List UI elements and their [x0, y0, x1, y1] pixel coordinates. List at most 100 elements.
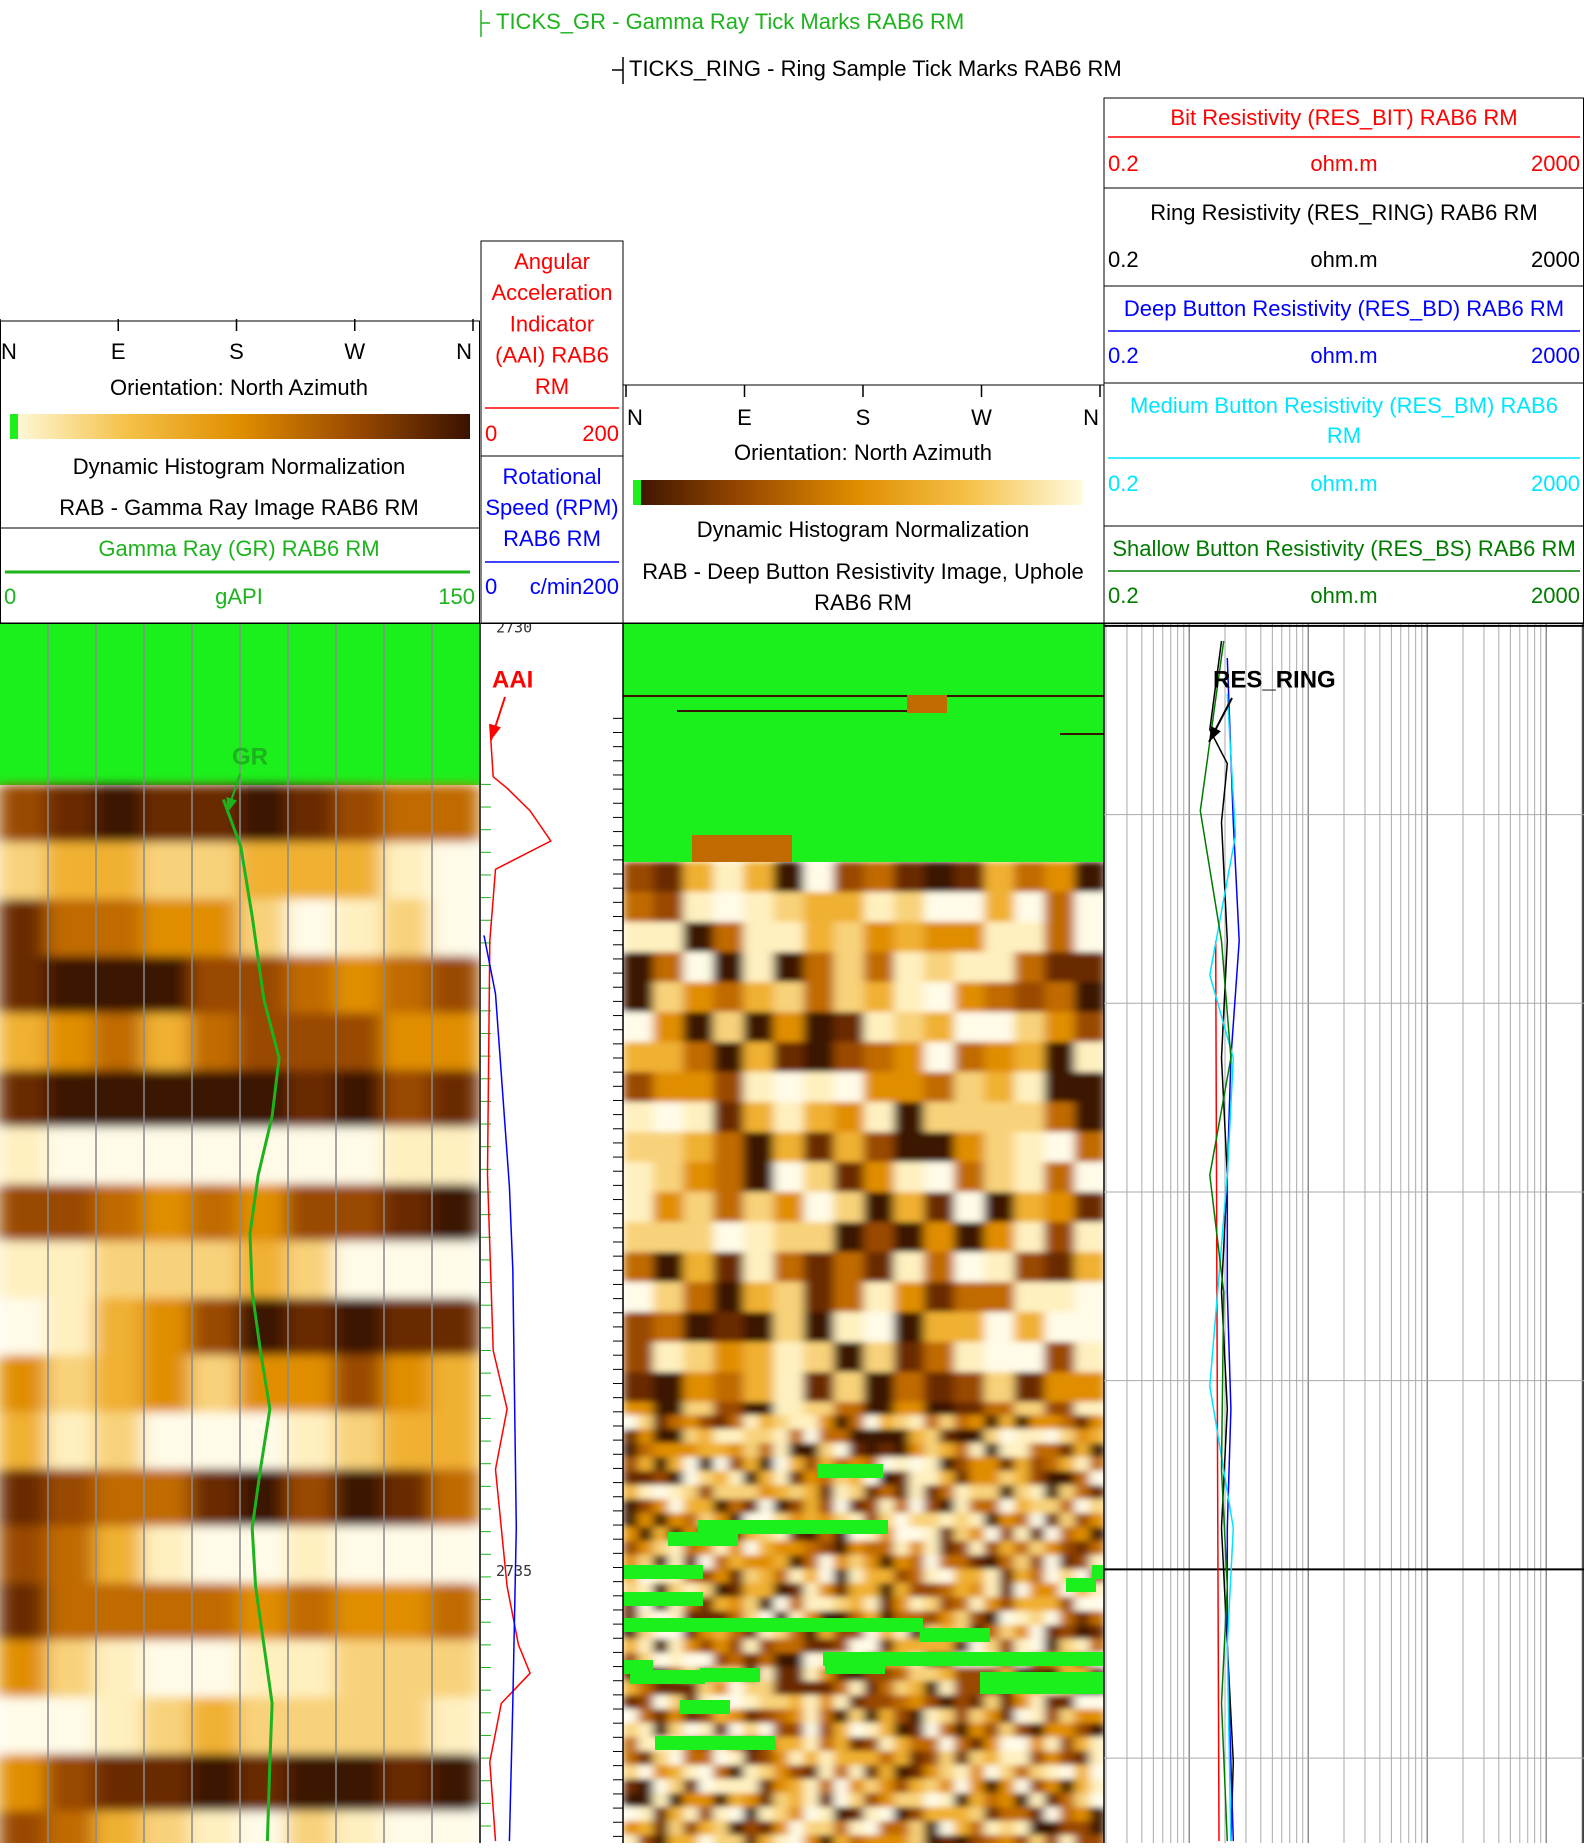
image-cell [833, 892, 865, 923]
image-cell [1014, 1625, 1031, 1640]
image-cell [969, 1555, 986, 1570]
image-cell [713, 1723, 730, 1738]
image-cell [1074, 1042, 1104, 1073]
ticks-gr-title: TICKS_GR - Gamma Ray Tick Marks RAB6 RM [496, 9, 964, 34]
image-cell [999, 1751, 1016, 1766]
scale-unit: ohm.m [1310, 583, 1377, 608]
image-cell [0, 785, 48, 843]
image-cell [238, 1526, 288, 1584]
image-cell [773, 922, 805, 953]
image-cell [803, 952, 835, 983]
image-cell [863, 1102, 895, 1133]
image-cell [1029, 1569, 1046, 1584]
image-cell [939, 1807, 956, 1822]
image-cell [698, 1807, 715, 1822]
image-cell [638, 1709, 655, 1724]
image-cell [1044, 1312, 1076, 1343]
image-cell [46, 1526, 96, 1584]
image-cell [758, 1779, 775, 1794]
image-cell [984, 1282, 1016, 1313]
image-cell [142, 1811, 192, 1843]
image-cell [1074, 1415, 1091, 1430]
image-cell [1014, 1485, 1031, 1500]
image-cell [623, 1457, 639, 1472]
image-cell [803, 1569, 820, 1584]
image-cell [939, 1611, 956, 1626]
image-cell [1059, 1597, 1076, 1612]
image-cell [1029, 1639, 1046, 1654]
image-cell [1029, 1611, 1046, 1626]
curve-annotation: RES_RING [1213, 666, 1336, 693]
image-cell [908, 1835, 925, 1843]
image-cell [638, 1527, 655, 1542]
scale-max: 2000 [1531, 471, 1580, 496]
image-streak [1060, 733, 1104, 735]
image-cell [924, 1527, 940, 1542]
image-cell [382, 1697, 432, 1755]
image-cell [788, 1443, 805, 1458]
image-cell [908, 1821, 925, 1836]
curve-title: Deep Button Resistivity (RES_BD) RAB6 RM [1124, 296, 1564, 321]
image-cell [190, 899, 240, 957]
image-cell [969, 1695, 986, 1710]
image-cell [238, 1811, 288, 1843]
image-cell [728, 1723, 745, 1738]
image-cell [893, 1282, 925, 1313]
image-cell [924, 1192, 955, 1223]
image-cell [1089, 1751, 1104, 1766]
image-cell [728, 1555, 745, 1570]
image-cell [638, 1807, 655, 1822]
image-cell [668, 1807, 685, 1822]
image-cell [683, 1415, 700, 1430]
image-cell [1014, 1569, 1031, 1584]
image-title: RAB6 RM [814, 590, 912, 615]
image-cell [653, 1653, 670, 1668]
image-cell [773, 1252, 805, 1283]
image-cell [142, 1184, 192, 1242]
image-cell [924, 1793, 940, 1808]
image-cell [924, 1485, 940, 1500]
image-cell [743, 1132, 775, 1163]
curve-title: RM [535, 374, 569, 399]
image-cell [698, 1415, 715, 1430]
image-cell [1014, 1252, 1046, 1283]
image-cell [1074, 1282, 1104, 1313]
image-cell [803, 1372, 835, 1403]
image-cell [286, 1184, 336, 1242]
image-cell [893, 1222, 925, 1253]
image-cell [803, 1709, 820, 1724]
image-cell [683, 1751, 700, 1766]
image-cell [893, 1737, 910, 1752]
image-cell [1044, 982, 1076, 1013]
image-title: RAB - Gamma Ray Image RAB6 RM [59, 495, 418, 520]
image-cell [713, 1569, 730, 1584]
image-cell [1089, 1625, 1104, 1640]
image-cell [1089, 1723, 1104, 1738]
image-cell [190, 1241, 240, 1299]
image-cell [190, 785, 240, 843]
image-cell [803, 1282, 835, 1313]
image-cell [1014, 1342, 1046, 1373]
curve-title: Speed (RPM) [485, 495, 618, 520]
image-cell [1044, 1583, 1061, 1598]
image-null-zone [623, 624, 1104, 862]
image-cell [698, 1443, 715, 1458]
image-cell [833, 1583, 850, 1598]
image-cell [1029, 1695, 1046, 1710]
image-cell [969, 1443, 986, 1458]
image-cell [713, 862, 745, 893]
image-cell [788, 1457, 805, 1472]
image-cell [773, 892, 805, 923]
curve-title: RAB6 RM [503, 526, 601, 551]
image-cell [623, 952, 654, 983]
image-cell [999, 1793, 1016, 1808]
image-cell [924, 1072, 955, 1103]
image-cell [1014, 1312, 1046, 1343]
image-cell [969, 1415, 986, 1430]
image-cell [653, 1102, 685, 1133]
image-cell [908, 1681, 925, 1696]
image-cell [803, 1737, 820, 1752]
image-cell [788, 1765, 805, 1780]
image-cell [984, 1723, 1001, 1738]
